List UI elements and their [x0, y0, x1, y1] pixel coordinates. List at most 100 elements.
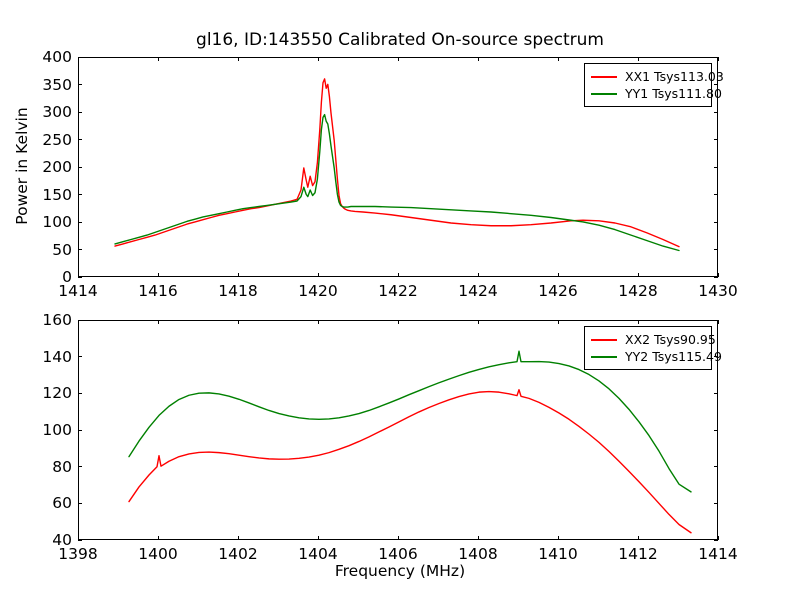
- y-tick-mark-right: [714, 502, 718, 504]
- bottom-plot-lines: [128, 350, 692, 534]
- y-tick-mark: [78, 539, 82, 541]
- x-tick-label: 1406: [378, 545, 418, 563]
- y-tick-mark-right: [714, 319, 718, 321]
- x-tick-mark-top: [477, 320, 479, 324]
- y-tick-mark: [78, 356, 82, 358]
- y-tick-label: 0: [62, 268, 72, 286]
- x-tick-mark: [317, 536, 319, 540]
- x-tick-label: 1414: [698, 545, 738, 563]
- top-plot-lines: [114, 78, 680, 252]
- x-tick-mark: [77, 536, 79, 540]
- y-tick-mark: [78, 466, 82, 468]
- legend-entry: YY1 Tsys111.80: [591, 85, 722, 102]
- x-tick-mark: [717, 273, 719, 277]
- y-tick-mark: [78, 429, 82, 431]
- x-tick-mark-top: [77, 320, 79, 324]
- x-tick-mark: [557, 273, 559, 277]
- x-tick-mark: [317, 273, 319, 277]
- x-tick-mark-top: [717, 320, 719, 324]
- y-tick-mark: [78, 392, 82, 394]
- y-tick-mark: [78, 276, 82, 278]
- y-tick-mark-right: [714, 429, 718, 431]
- top-plot-ylabel: Power in Kelvin: [13, 107, 31, 225]
- x-tick-mark-top: [317, 320, 319, 324]
- y-tick-mark-right: [714, 166, 718, 168]
- x-tick-mark-top: [637, 57, 639, 61]
- x-tick-mark-top: [157, 320, 159, 324]
- x-tick-mark-top: [157, 57, 159, 61]
- x-tick-label: 1398: [58, 545, 98, 563]
- x-tick-label: 1430: [698, 282, 738, 300]
- y-tick-mark: [78, 139, 82, 140]
- y-tick-label: 40: [52, 531, 72, 549]
- x-tick-mark: [397, 273, 399, 277]
- y-tick-mark-right: [714, 466, 718, 468]
- x-tick-mark: [557, 536, 559, 540]
- y-tick-mark-right: [714, 249, 718, 250]
- top-plot-legend: XX1 Tsys113.03 YY1 Tsys111.80: [584, 63, 724, 107]
- bottom-plot-legend: XX2 Tsys90.95 YY2 Tsys115.49: [584, 326, 722, 370]
- x-tick-label: 1402: [218, 545, 258, 563]
- y-tick-label: 160: [42, 311, 72, 329]
- y-tick-mark-right: [714, 221, 718, 223]
- y-tick-mark: [78, 221, 82, 223]
- legend-label: XX2 Tsys90.95: [625, 332, 716, 347]
- x-tick-mark-top: [237, 57, 239, 61]
- x-tick-label: 1420: [298, 282, 338, 300]
- y-tick-label: 140: [42, 347, 72, 366]
- x-tick-label: 1424: [458, 282, 498, 300]
- y-tick-mark: [78, 56, 82, 58]
- y-tick-label: 350: [42, 75, 72, 94]
- y-tick-mark: [78, 84, 82, 85]
- bottom-plot-xlabel: Frequency (MHz): [334, 562, 466, 580]
- legend-entry: XX2 Tsys90.95: [591, 331, 716, 348]
- y-tick-mark: [78, 111, 82, 113]
- legend-color-swatch: [591, 75, 617, 78]
- y-tick-mark: [78, 194, 82, 195]
- legend-entry: XX1 Tsys113.03: [591, 68, 724, 85]
- x-tick-mark: [477, 536, 479, 540]
- y-tick-label: 400: [42, 48, 72, 66]
- legend-color-swatch: [591, 355, 617, 358]
- series-line: [128, 350, 692, 493]
- y-tick-mark-right: [714, 111, 718, 113]
- x-tick-mark: [477, 273, 479, 277]
- x-tick-mark-top: [477, 57, 479, 61]
- x-tick-label: 1408: [458, 545, 498, 563]
- y-tick-label: 100: [42, 213, 72, 231]
- x-tick-label: 1404: [298, 545, 338, 563]
- series-line: [114, 78, 680, 248]
- legend-label: YY2 Tsys115.49: [625, 349, 722, 364]
- x-tick-label: 1426: [538, 282, 578, 300]
- y-tick-label: 50: [52, 240, 72, 259]
- y-tick-label: 300: [42, 103, 72, 121]
- x-tick-mark-top: [397, 320, 399, 324]
- x-tick-label: 1416: [138, 282, 178, 300]
- x-tick-mark-top: [557, 320, 559, 324]
- x-tick-label: 1428: [618, 282, 658, 300]
- y-tick-label: 250: [42, 130, 72, 149]
- x-tick-mark-top: [77, 57, 79, 61]
- x-tick-mark: [397, 536, 399, 540]
- x-tick-label: 1412: [618, 545, 658, 563]
- y-tick-mark-right: [714, 56, 718, 58]
- x-tick-mark: [237, 273, 239, 277]
- y-tick-mark-right: [714, 356, 718, 358]
- y-tick-mark: [78, 502, 82, 504]
- x-tick-mark-top: [397, 57, 399, 61]
- x-tick-mark: [637, 273, 639, 277]
- x-tick-label: 1414: [58, 282, 98, 300]
- legend-color-swatch: [591, 338, 617, 341]
- x-tick-label: 1400: [138, 545, 178, 563]
- x-tick-mark-top: [317, 57, 319, 61]
- legend-color-swatch: [591, 92, 617, 95]
- y-tick-mark-right: [714, 539, 718, 541]
- figure-title: gl16, ID:143550 Calibrated On-source spe…: [196, 30, 604, 50]
- y-tick-mark: [78, 166, 82, 168]
- y-tick-label: 200: [42, 158, 72, 176]
- x-tick-label: 1422: [378, 282, 418, 300]
- series-line: [114, 113, 680, 252]
- y-tick-label: 150: [42, 185, 72, 204]
- x-tick-mark: [157, 273, 159, 277]
